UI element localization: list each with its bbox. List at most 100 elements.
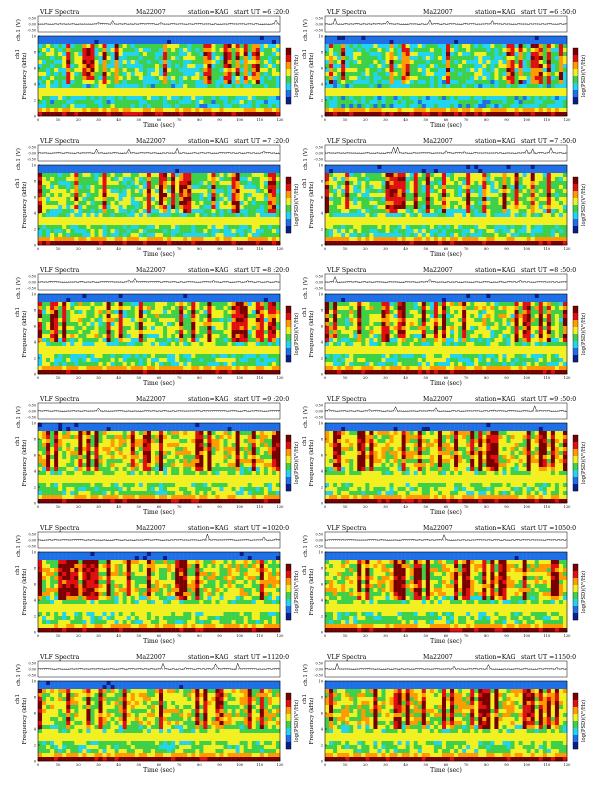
spectrogram-cell bbox=[490, 76, 495, 81]
spectrogram-cell bbox=[409, 36, 414, 41]
spectrogram-cell bbox=[159, 84, 164, 89]
spectrogram-cell bbox=[106, 40, 111, 45]
spectrogram-cell bbox=[518, 60, 523, 65]
spectrogram-cell bbox=[223, 80, 228, 85]
spectrogram-cell bbox=[538, 80, 543, 85]
spectrogram-cell bbox=[50, 96, 55, 101]
spectrogram-cell bbox=[138, 64, 144, 69]
spectrogram-cell bbox=[365, 56, 370, 61]
spectrogram-cell bbox=[102, 209, 107, 214]
spectrogram-cell bbox=[187, 213, 192, 218]
spectrogram-cell bbox=[114, 108, 119, 113]
spectrogram-cell bbox=[110, 44, 115, 49]
spectrogram-cell bbox=[159, 56, 164, 61]
spectrogram-cell bbox=[142, 181, 148, 186]
spectrogram-cell bbox=[377, 177, 382, 182]
spectrogram-cell bbox=[526, 60, 531, 65]
spectrogram-cell bbox=[167, 233, 172, 238]
spectrogram-cell bbox=[235, 40, 240, 45]
spectrogram-cell bbox=[50, 201, 55, 206]
spectrogram-cell bbox=[138, 52, 144, 57]
y-tick-label: 10 bbox=[318, 35, 323, 39]
spectrogram-cell bbox=[369, 193, 374, 198]
spectrogram-cell bbox=[361, 205, 366, 210]
spectrogram-cell bbox=[562, 197, 568, 202]
spectrogram-cell bbox=[167, 40, 172, 45]
spectrogram-cell bbox=[235, 72, 240, 77]
spectrogram-cell bbox=[413, 205, 418, 210]
spectrogram-cell bbox=[179, 233, 184, 238]
spectrogram-cell bbox=[150, 84, 156, 89]
spectrogram-cell bbox=[38, 241, 43, 246]
spectrogram-cell bbox=[215, 112, 220, 117]
spectrogram-cell bbox=[454, 201, 459, 206]
spectrogram-cell bbox=[389, 108, 394, 113]
spectrogram-cell bbox=[538, 193, 543, 198]
spectrogram-cell bbox=[134, 44, 140, 49]
x-axis-label: Time (sec) bbox=[430, 122, 462, 129]
spectrogram-cell bbox=[482, 205, 487, 210]
spectrogram-cell bbox=[50, 173, 55, 178]
spectrogram-cell bbox=[82, 68, 87, 73]
spectrogram-cell bbox=[441, 237, 447, 242]
spectrogram-cell bbox=[187, 112, 192, 117]
spectrogram-cell bbox=[361, 229, 366, 234]
spectrogram-cell bbox=[397, 112, 402, 117]
spectrogram-cell bbox=[223, 104, 228, 109]
spectrogram-cell bbox=[554, 221, 560, 226]
spectrogram-cell bbox=[441, 100, 447, 105]
spectrogram-cell bbox=[474, 197, 479, 202]
spectrogram-cell bbox=[357, 100, 362, 105]
spectrogram-cell bbox=[239, 181, 244, 186]
spectrogram-cell bbox=[478, 165, 483, 170]
spectrogram-cell bbox=[506, 36, 511, 41]
spectrogram-cell bbox=[385, 209, 390, 214]
spectrogram-cell bbox=[349, 173, 354, 178]
spectrogram-cell bbox=[425, 181, 431, 186]
spectrogram-cell bbox=[142, 173, 148, 178]
spectrogram-cell bbox=[494, 233, 499, 238]
spectrogram-cell bbox=[90, 241, 95, 246]
spectrogram-cell bbox=[219, 221, 224, 226]
spectrogram-cell bbox=[409, 165, 414, 170]
spectrogram-cell bbox=[211, 189, 216, 194]
spectrogram-cell bbox=[389, 36, 394, 41]
spectrogram-cell bbox=[259, 52, 265, 57]
spectrogram-cell bbox=[239, 48, 244, 53]
spectrogram-cell bbox=[433, 96, 439, 101]
spectrogram-cell bbox=[413, 72, 418, 77]
spectrogram-cell bbox=[562, 84, 568, 89]
spectrogram-cell bbox=[413, 165, 418, 170]
spectrogram-cell bbox=[357, 201, 362, 206]
spectrogram-cell bbox=[267, 36, 273, 41]
spectrogram-cell bbox=[110, 80, 115, 85]
spectrogram-cell bbox=[506, 80, 511, 85]
spectrogram-cell bbox=[490, 52, 495, 57]
spectrogram-cell bbox=[247, 72, 252, 77]
spectrogram-cell bbox=[462, 209, 467, 214]
spectrogram-cell bbox=[425, 241, 431, 246]
spectrogram-cell bbox=[251, 84, 256, 89]
spectrogram-cell bbox=[215, 40, 220, 45]
spectrogram-cell bbox=[381, 181, 386, 186]
spectrogram-cell bbox=[405, 225, 410, 230]
spectrogram-cell bbox=[329, 96, 334, 101]
spectrogram-cell bbox=[458, 229, 463, 234]
spectrogram-cell bbox=[546, 177, 552, 182]
spectrogram-cell bbox=[247, 92, 252, 97]
spectrogram-cell bbox=[325, 60, 330, 65]
spectrogram-cell bbox=[522, 225, 527, 230]
spectrogram-cell bbox=[446, 197, 451, 202]
spectrogram-cell bbox=[329, 201, 334, 206]
spectrogram-cell bbox=[417, 48, 422, 53]
spectrogram-cell bbox=[433, 64, 439, 69]
spectrogram-cell bbox=[413, 56, 418, 61]
spectrogram-cell bbox=[150, 229, 156, 234]
panel-station: station=KAG bbox=[188, 9, 229, 16]
spectrogram-cell bbox=[191, 193, 196, 198]
spectrogram-cell bbox=[417, 169, 422, 174]
spectrogram-cell bbox=[490, 92, 495, 97]
spectrogram-cell bbox=[150, 108, 156, 113]
spectrogram-cell bbox=[122, 68, 127, 73]
spectrogram-cell bbox=[183, 80, 188, 85]
